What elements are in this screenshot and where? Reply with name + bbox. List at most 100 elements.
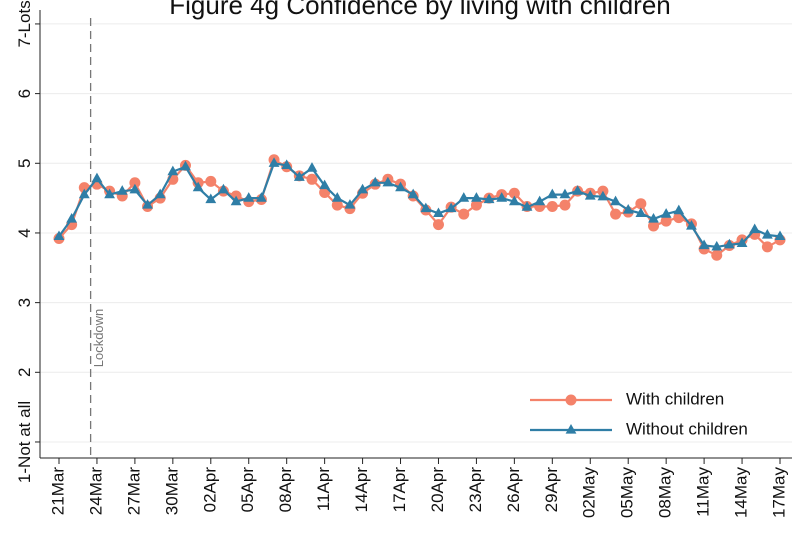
point — [154, 188, 166, 199]
x-tick-label: 11May — [694, 467, 713, 517]
point — [622, 203, 634, 214]
annotation: Lockdown — [91, 309, 106, 368]
legend-marker — [565, 394, 577, 406]
x-tick-label: 05May — [618, 467, 637, 519]
point — [205, 193, 217, 204]
x-tick-label: 08Apr — [276, 467, 295, 513]
y-tick-label: 3 — [15, 298, 34, 307]
x-tick-label: 02Apr — [200, 467, 219, 513]
point — [471, 192, 482, 202]
point — [218, 183, 229, 194]
point — [660, 215, 672, 227]
x-tick-label: 17May — [769, 467, 788, 519]
x-tick-label: 27Mar — [124, 467, 143, 516]
y-tick-label: 6 — [15, 89, 34, 98]
point — [281, 159, 293, 169]
x-tick-label: 14Apr — [352, 467, 371, 513]
point — [407, 188, 419, 199]
point — [129, 183, 141, 194]
point — [521, 201, 533, 211]
series-line — [58, 162, 781, 249]
point — [508, 187, 520, 199]
point — [53, 230, 65, 241]
point — [445, 202, 457, 213]
point — [331, 199, 343, 211]
point — [534, 195, 546, 206]
point — [546, 188, 558, 199]
point — [508, 195, 520, 206]
point — [559, 199, 571, 211]
point — [255, 192, 267, 202]
x-tick-label: 17Apr — [390, 467, 409, 513]
x-tick-label: 30Mar — [162, 467, 181, 516]
point — [572, 185, 584, 195]
point — [660, 208, 672, 218]
point — [584, 190, 596, 200]
point — [243, 192, 255, 202]
x-tick-label: 20Apr — [428, 467, 447, 513]
x-tick-label: 29Apr — [542, 467, 561, 513]
point — [306, 173, 318, 185]
point — [180, 160, 191, 171]
point — [91, 172, 103, 183]
point — [230, 195, 242, 206]
point — [724, 238, 735, 249]
point — [306, 162, 318, 172]
x-tick-label: 24Mar — [86, 467, 105, 516]
point — [357, 183, 368, 194]
point — [205, 175, 217, 187]
point — [319, 179, 331, 190]
point — [686, 219, 697, 230]
y-tick-label: 5 — [15, 159, 34, 168]
y-tick-label: 4 — [15, 228, 34, 237]
point — [597, 190, 609, 201]
point — [736, 237, 748, 248]
x-tick-label: 02May — [580, 467, 599, 519]
point — [774, 230, 786, 241]
point — [711, 240, 723, 251]
y-tick-label: 1-Not at all — [15, 401, 34, 483]
point — [167, 165, 179, 176]
point — [546, 200, 558, 212]
point — [749, 223, 761, 234]
point — [635, 207, 647, 218]
point — [382, 176, 394, 187]
y-tick-label: 7-Lots — [15, 0, 34, 47]
point — [344, 199, 356, 209]
point — [635, 198, 647, 210]
x-tick-label: 21Mar — [48, 467, 67, 516]
point — [142, 199, 153, 209]
legend-label: Without children — [626, 419, 748, 438]
point — [648, 220, 660, 232]
chart-title: Figure 4g Confidence by living with chil… — [169, 0, 671, 20]
point — [610, 208, 622, 220]
point — [458, 192, 470, 202]
point — [761, 229, 773, 239]
x-tick-label: 11Apr — [314, 467, 333, 511]
point — [395, 181, 406, 192]
point — [268, 157, 280, 167]
point — [331, 192, 343, 202]
point — [648, 213, 659, 223]
legend-marker — [565, 424, 577, 434]
x-tick-label: 08May — [656, 467, 675, 519]
point — [78, 188, 90, 199]
point — [293, 171, 305, 181]
point — [433, 207, 444, 218]
point — [66, 213, 78, 223]
x-tick-label: 26Apr — [504, 467, 523, 513]
point — [610, 195, 621, 206]
point — [458, 208, 470, 220]
point — [483, 193, 495, 204]
point — [470, 199, 482, 211]
point — [192, 181, 204, 192]
point — [711, 249, 723, 261]
point — [698, 239, 710, 250]
y-tick-label: 2 — [15, 368, 34, 377]
point — [761, 241, 773, 253]
legend-label: With children — [626, 389, 724, 408]
point — [369, 176, 381, 187]
point — [129, 177, 141, 189]
